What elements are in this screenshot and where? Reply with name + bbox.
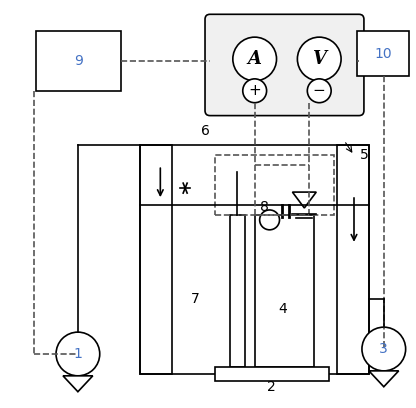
Text: 3: 3: [379, 342, 388, 356]
Bar: [230, 215, 245, 367]
FancyBboxPatch shape: [205, 14, 364, 115]
Bar: [141, 145, 369, 374]
Text: 4: 4: [278, 302, 287, 316]
Text: −: −: [313, 83, 326, 98]
Bar: [215, 367, 329, 381]
Text: +: +: [248, 83, 261, 98]
Circle shape: [362, 327, 406, 371]
Circle shape: [307, 79, 331, 103]
Text: 2: 2: [267, 380, 276, 394]
Bar: [141, 145, 172, 374]
Circle shape: [260, 210, 280, 230]
Circle shape: [56, 332, 100, 376]
Text: 9: 9: [74, 54, 83, 68]
Polygon shape: [63, 376, 93, 392]
Bar: [215, 155, 334, 215]
Circle shape: [233, 37, 277, 81]
Text: 5: 5: [359, 149, 368, 162]
Bar: [36, 31, 121, 91]
Bar: [357, 31, 409, 76]
Text: A: A: [248, 50, 262, 68]
Text: 6: 6: [201, 124, 210, 137]
Text: 8: 8: [260, 200, 269, 214]
Text: 10: 10: [374, 47, 391, 60]
Polygon shape: [369, 371, 399, 387]
Bar: [255, 215, 314, 367]
Text: 7: 7: [191, 293, 199, 306]
Bar: [337, 145, 369, 374]
Text: V: V: [312, 50, 326, 68]
Circle shape: [243, 79, 267, 103]
Circle shape: [297, 37, 341, 81]
Text: 1: 1: [74, 347, 82, 361]
